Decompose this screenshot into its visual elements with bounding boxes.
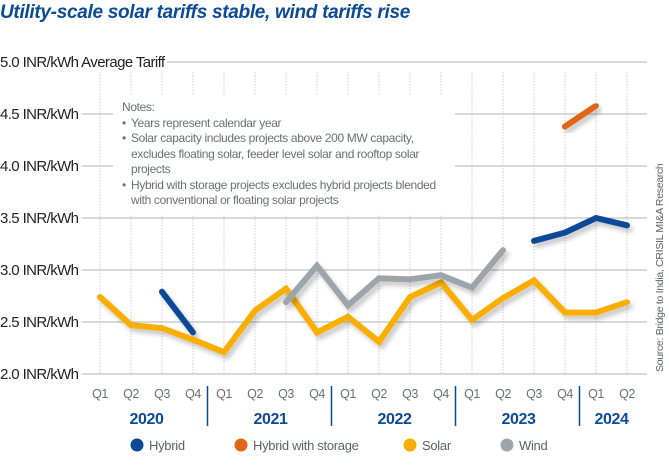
x-tick-label: Q1 [92, 387, 108, 401]
series-wind [283, 247, 506, 310]
series-line [283, 247, 506, 310]
y-tick-label: 5.0 INR/kWh Average Tariff [0, 54, 166, 71]
legend-dot-icon [130, 438, 144, 452]
series-line [531, 214, 630, 244]
series-solar [97, 276, 630, 356]
legend-item: Wind [500, 438, 548, 453]
notes-item: Years represent calendar year [122, 116, 455, 132]
x-tick-label: Q4 [309, 387, 325, 401]
x-tick-label: Q3 [154, 387, 170, 401]
vertical-gridlines [99, 72, 628, 374]
year-label: 2020 [130, 411, 164, 428]
y-axis-labels: 5.0 INR/kWh Average Tariff 4.5 INR/kWh 4.0… [0, 54, 167, 383]
x-tick-label: Q3 [402, 387, 418, 401]
legend-item: Hybrid with storage [234, 438, 359, 453]
x-tick-label: Q1 [216, 387, 232, 401]
x-tick-label: Q4 [185, 387, 201, 401]
y-tick-label: 3.5 INR/kWh [0, 210, 79, 227]
x-tick-label: Q4 [433, 387, 449, 401]
legend-label: Wind [519, 438, 547, 453]
y-tick-label: 3.0 INR/kWh [0, 262, 79, 279]
legend-dot-icon [500, 438, 514, 452]
legend-label: Solar [422, 438, 452, 453]
notes-heading: Notes: [122, 100, 155, 114]
series-line [562, 102, 599, 130]
y-tick-label: 4.5 INR/kWh [0, 106, 79, 123]
x-tick-label: Q2 [371, 387, 387, 401]
series-line [159, 288, 196, 336]
x-tick-label: Q1 [588, 387, 604, 401]
year-label: 2024 [595, 411, 629, 428]
notes-list: Years represent calendar year Solar capa… [122, 116, 455, 209]
x-tick-label: Q2 [247, 387, 263, 401]
legend-item: Solar [403, 438, 452, 453]
legend-item: Hybrid [130, 438, 185, 453]
legend-label: Hybrid with storage [253, 438, 359, 453]
series-layer [97, 102, 630, 356]
source-note: Source: Bridge to India, CRISIL MI&A Res… [654, 163, 666, 372]
x-tick-label: Q4 [557, 387, 573, 401]
x-tick-label: Q1 [340, 387, 356, 401]
y-tick-label: 2.0 INR/kWh [0, 366, 79, 383]
legend-dot-icon [234, 438, 248, 452]
x-tick-label: Q3 [278, 387, 294, 401]
series-hybrid [159, 214, 630, 336]
y-tick-label: 4.0 INR/kWh [0, 158, 79, 175]
notes-item: Hybrid with storage projects excludes hy… [122, 178, 455, 209]
legend: Hybrid Hybrid with storage Solar Wind [130, 438, 548, 453]
notes-box: Notes: Years represent calendar year Sol… [113, 96, 455, 214]
x-tick-label: Q2 [495, 387, 511, 401]
y-tick-label: 2.5 INR/kWh [0, 314, 79, 331]
x-axis-year-labels: 2020 2021 2022 2023 2024 [130, 386, 629, 428]
notes-item: Solar capacity includes projects above 2… [122, 131, 455, 178]
x-tick-label: Q3 [526, 387, 542, 401]
series-hybrid-with-storage [562, 102, 599, 130]
x-tick-label: Q1 [464, 387, 480, 401]
year-label: 2022 [378, 411, 412, 428]
x-tick-label: Q2 [123, 387, 139, 401]
x-tick-label: Q2 [619, 387, 635, 401]
year-label: 2021 [254, 411, 288, 428]
year-label: 2023 [502, 411, 536, 428]
legend-dot-icon [403, 438, 417, 452]
x-axis-quarter-labels: Q1 Q2 Q3 Q4 Q1 Q2 Q3 Q4 Q1 Q2 Q3 Q4 Q1 Q2 Q3 Q4 Q1 Q2 [92, 387, 636, 401]
series-line [97, 276, 630, 356]
chart-title: Utility-scale solar tariffs stable, wind… [0, 2, 410, 23]
legend-label: Hybrid [149, 438, 185, 453]
